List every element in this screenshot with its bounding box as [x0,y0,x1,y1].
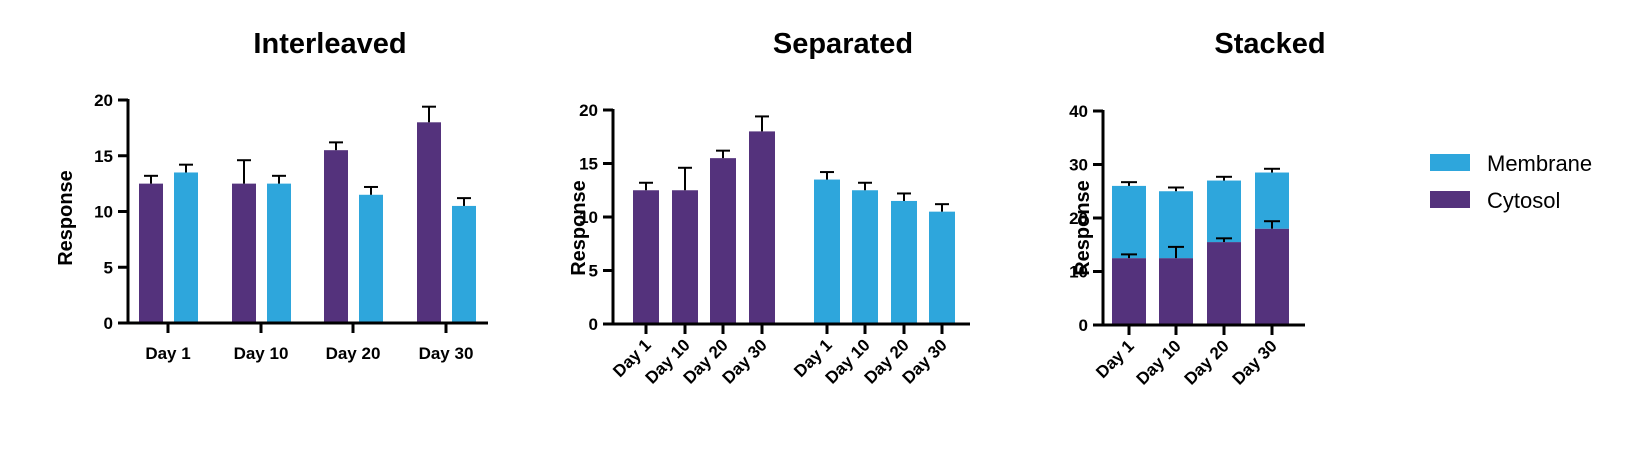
x-tick-label: Day 30 [419,344,474,363]
y-tick-label: 15 [579,155,598,174]
legend: Membrane Cytosol [1430,151,1592,213]
bar-cytosol [672,190,698,324]
x-tick-label: Day 20 [1181,336,1233,388]
bar-membrane [814,179,840,324]
x-tick-label: Day 1 [1092,336,1138,382]
y-tick-label: 5 [104,258,113,277]
x-tick-label: Day 1 [145,344,190,363]
y-tick-label: 10 [579,208,598,227]
bar-cytosol [232,183,256,323]
y-tick-label: 20 [94,91,113,110]
bar-cytosol [710,158,736,324]
y-tick-label: 15 [94,147,113,166]
bar-membrane [359,194,383,323]
y-tick-label: 20 [579,101,598,120]
bar-cytosol [139,183,163,323]
y-tick-label: 0 [589,315,598,334]
bar-membrane [1255,172,1289,229]
x-tick-label: Day 10 [234,344,289,363]
x-tick-label: Day 30 [1229,336,1281,388]
bar-membrane [174,172,198,323]
bar-membrane [1112,185,1146,259]
y-tick-label: 0 [104,314,113,333]
y-axis-label: Response [55,170,77,266]
bar-cytosol [633,190,659,324]
bar-membrane [929,211,955,324]
chart-title: Stacked [1214,28,1325,60]
bar-cytosol [1112,258,1146,325]
legend-swatch-membrane [1430,154,1470,171]
bar-membrane [452,205,476,323]
bar-membrane [852,190,878,324]
y-axis-label: Response [1072,180,1094,276]
y-axis-label: Response [568,180,590,276]
x-tick-label: Day 30 [719,335,771,387]
bar-cytosol [324,150,348,323]
chart-interleaved: Interleaved Response 0 5 10 15 20 Day 1 Day 10… [55,28,488,363]
y-tick-label: 0 [1079,316,1088,335]
bar-cytosol [1255,228,1289,325]
y-tick-label: 40 [1069,102,1088,121]
bar-cytosol [1159,258,1193,325]
bar-membrane [1207,180,1241,243]
x-tick-label: Day 20 [326,344,381,363]
legend-label-membrane: Membrane [1487,151,1592,176]
y-tick-label: 20 [1069,209,1088,228]
y-tick-label: 10 [94,203,113,222]
x-tick-label: Day 10 [1133,336,1185,388]
y-tick-label: 10 [1069,263,1088,282]
bar-membrane [891,200,917,324]
chart-title: Interleaved [253,28,406,60]
bar-cytosol [417,122,441,323]
bar-membrane [267,183,291,323]
y-tick-label: 30 [1069,156,1088,175]
bar-cytosol [749,131,775,324]
legend-label-cytosol: Cytosol [1487,188,1560,213]
legend-swatch-cytosol [1430,191,1470,208]
bar-cytosol [1207,242,1241,325]
chart-title: Separated [773,28,913,60]
y-tick-label: 5 [589,262,598,281]
